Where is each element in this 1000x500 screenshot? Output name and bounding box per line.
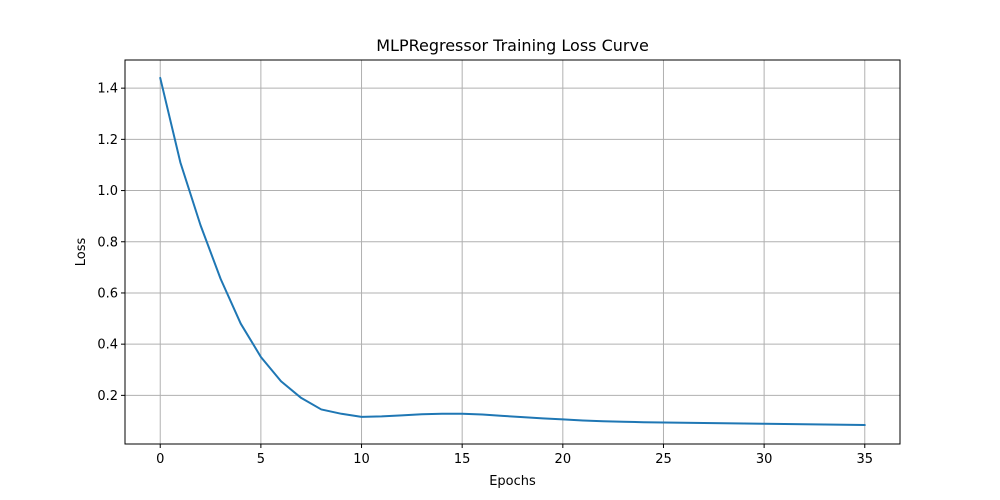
y-tick-label: 1.0 (97, 184, 118, 199)
y-tick-label: 1.2 (97, 133, 118, 148)
x-tick-label: 20 (555, 452, 572, 467)
x-axis-title: Epochs (489, 474, 536, 489)
x-tick-label: 0 (156, 452, 164, 467)
x-tick-label: 15 (454, 452, 471, 467)
x-tick-label: 35 (856, 452, 873, 467)
y-axis-title: Loss (74, 238, 89, 267)
chart-title: MLPRegressor Training Loss Curve (376, 36, 649, 55)
y-tick-label: 0.6 (97, 286, 118, 301)
series-layer (159, 76, 866, 427)
plot-frame (124, 59, 901, 445)
loss-series-line (159, 76, 866, 427)
y-tick-label: 0.4 (97, 338, 118, 353)
y-tick-label: 1.4 (97, 82, 118, 97)
x-tick-label: 10 (353, 452, 370, 467)
x-tick-label: 25 (655, 452, 672, 467)
y-tick-label: 0.2 (97, 389, 118, 404)
grid (125, 60, 900, 444)
ticks: 0 5 10 15 20 25 30 35 0.2 0.4 0.6 0.8 1.0 1.2 1.4 (97, 82, 873, 467)
x-tick-label: 30 (756, 452, 773, 467)
x-tick-label: 5 (257, 452, 265, 467)
y-tick-label: 0.8 (97, 235, 118, 250)
